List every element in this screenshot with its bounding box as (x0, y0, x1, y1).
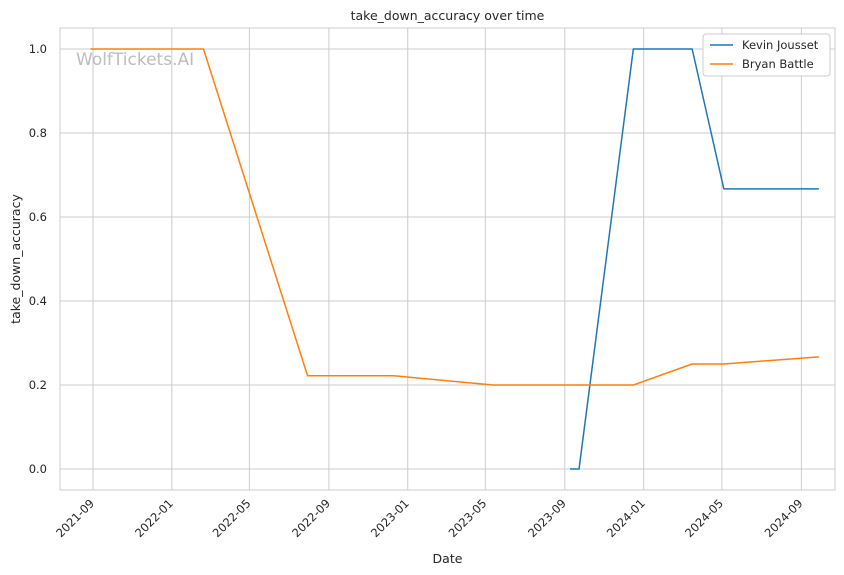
y-axis-label: take_down_accuracy (8, 194, 23, 324)
series-line-bryan-battle (90, 48, 819, 386)
x-axis-label: Date (433, 551, 463, 566)
watermark: WolfTickets.AI (76, 50, 194, 70)
y-tick-labels: 0.0 0.2 0.4 0.6 0.8 1.0 (29, 42, 47, 476)
plot-area (59, 27, 836, 491)
chart-title: take_down_accuracy over time (351, 8, 545, 23)
legend-label-kevin-jousset: Kevin Jousset (742, 38, 819, 52)
series-layer (90, 48, 819, 470)
y-tick-label: 0.4 (29, 294, 47, 308)
y-tick-label: 0.2 (29, 378, 47, 392)
legend-label-bryan-battle: Bryan Battle (742, 57, 814, 71)
series-line-kevin-jousset (569, 48, 819, 470)
legend-frame (702, 33, 831, 77)
y-tick-label: 1.0 (29, 42, 47, 56)
legend: Kevin Jousset Bryan Battle (702, 33, 831, 77)
x-grid (92, 28, 802, 490)
y-tick-label: 0.6 (29, 210, 47, 224)
y-tick-label: 0.8 (29, 126, 47, 140)
y-tick-label: 0.0 (29, 462, 47, 476)
